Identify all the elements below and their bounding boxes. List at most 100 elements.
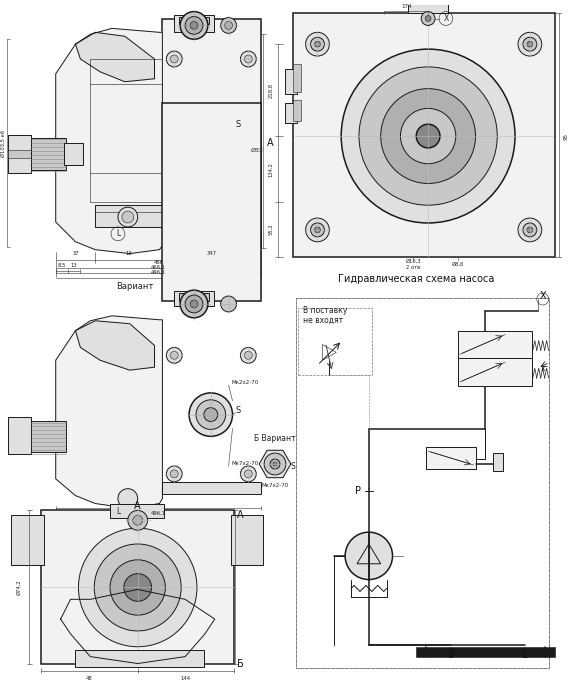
Circle shape bbox=[196, 113, 225, 143]
Circle shape bbox=[527, 227, 533, 233]
Polygon shape bbox=[61, 589, 215, 664]
Circle shape bbox=[523, 223, 537, 237]
Text: Вариант: Вариант bbox=[116, 282, 153, 291]
Circle shape bbox=[416, 124, 440, 148]
Circle shape bbox=[170, 351, 178, 359]
Circle shape bbox=[133, 515, 143, 526]
Text: x: x bbox=[540, 363, 545, 372]
Circle shape bbox=[122, 211, 133, 223]
Circle shape bbox=[311, 223, 324, 237]
Bar bbox=[296, 298, 549, 668]
Bar bbox=[298, 308, 372, 375]
Circle shape bbox=[170, 470, 178, 478]
Text: 55,2: 55,2 bbox=[269, 223, 274, 235]
Bar bbox=[293, 64, 300, 91]
Polygon shape bbox=[56, 316, 162, 508]
Circle shape bbox=[421, 12, 435, 25]
Bar bbox=[426, 447, 475, 469]
Text: X: X bbox=[443, 14, 449, 23]
Circle shape bbox=[221, 17, 236, 34]
Bar bbox=[458, 330, 532, 359]
Text: S: S bbox=[236, 120, 241, 128]
Text: 144: 144 bbox=[180, 676, 190, 681]
Bar bbox=[296, 298, 549, 668]
Bar bbox=[31, 138, 65, 170]
Circle shape bbox=[166, 466, 182, 482]
Bar bbox=[174, 291, 214, 306]
Circle shape bbox=[244, 470, 252, 478]
Bar bbox=[162, 232, 261, 247]
Bar bbox=[408, 1, 448, 12]
Circle shape bbox=[170, 183, 178, 192]
Circle shape bbox=[166, 179, 182, 195]
Bar bbox=[179, 16, 209, 25]
Circle shape bbox=[94, 544, 181, 631]
Text: 174: 174 bbox=[401, 4, 412, 9]
Bar bbox=[9, 416, 31, 454]
Text: 347: 347 bbox=[207, 251, 217, 256]
Text: Ø103,5 к6: Ø103,5 к6 bbox=[1, 129, 6, 157]
Circle shape bbox=[425, 16, 431, 21]
Circle shape bbox=[518, 218, 542, 242]
Text: 13: 13 bbox=[70, 263, 77, 268]
Bar bbox=[293, 100, 300, 121]
Bar bbox=[179, 293, 209, 301]
Text: В поставку
не входят: В поставку не входят bbox=[303, 306, 347, 326]
Circle shape bbox=[110, 560, 165, 615]
Circle shape bbox=[244, 183, 252, 192]
Text: 466: 466 bbox=[153, 260, 164, 265]
Circle shape bbox=[240, 466, 256, 482]
Circle shape bbox=[400, 109, 456, 164]
Bar bbox=[11, 515, 44, 565]
Text: A: A bbox=[237, 510, 244, 520]
Circle shape bbox=[381, 89, 475, 183]
Text: Mк2х2-70: Mк2х2-70 bbox=[232, 381, 259, 385]
Circle shape bbox=[185, 295, 203, 313]
Bar bbox=[110, 504, 164, 518]
Circle shape bbox=[240, 51, 256, 67]
Text: S: S bbox=[236, 406, 241, 415]
Circle shape bbox=[244, 55, 252, 63]
Text: 8,5: 8,5 bbox=[57, 263, 66, 268]
Bar bbox=[493, 453, 503, 471]
Circle shape bbox=[124, 574, 152, 601]
Text: Mк7х2-70: Mк7х2-70 bbox=[261, 483, 289, 488]
Circle shape bbox=[244, 351, 252, 359]
Circle shape bbox=[118, 207, 137, 227]
Text: L: L bbox=[116, 229, 120, 238]
Bar bbox=[162, 104, 261, 301]
Circle shape bbox=[240, 179, 256, 195]
Text: 496,1: 496,1 bbox=[151, 270, 166, 275]
Text: 466,1: 466,1 bbox=[151, 265, 166, 270]
Text: Ø74,2: Ø74,2 bbox=[16, 580, 22, 596]
Circle shape bbox=[518, 32, 542, 56]
Bar bbox=[64, 143, 83, 165]
Circle shape bbox=[78, 528, 197, 646]
Text: 37: 37 bbox=[72, 251, 79, 256]
Circle shape bbox=[221, 296, 236, 312]
Circle shape bbox=[189, 393, 232, 436]
Circle shape bbox=[341, 49, 515, 223]
Bar bbox=[285, 104, 296, 123]
Text: Гидравлическая схема насоса: Гидравлическая схема насоса bbox=[338, 274, 495, 284]
Circle shape bbox=[523, 37, 537, 51]
Bar bbox=[174, 14, 214, 32]
Circle shape bbox=[189, 106, 232, 150]
Text: X: X bbox=[540, 291, 546, 301]
Text: A: A bbox=[135, 502, 141, 511]
Circle shape bbox=[273, 462, 277, 466]
Circle shape bbox=[118, 488, 137, 508]
Circle shape bbox=[204, 407, 218, 422]
Circle shape bbox=[311, 37, 324, 51]
Bar bbox=[285, 69, 296, 93]
Bar bbox=[9, 150, 31, 158]
Circle shape bbox=[306, 218, 329, 242]
Text: 13: 13 bbox=[126, 251, 132, 256]
Text: Ø8,6: Ø8,6 bbox=[452, 262, 464, 267]
Bar bbox=[416, 646, 554, 657]
Text: A: A bbox=[267, 138, 273, 148]
Circle shape bbox=[224, 21, 232, 30]
Bar bbox=[95, 205, 164, 227]
Circle shape bbox=[204, 121, 218, 135]
Bar bbox=[162, 482, 261, 494]
